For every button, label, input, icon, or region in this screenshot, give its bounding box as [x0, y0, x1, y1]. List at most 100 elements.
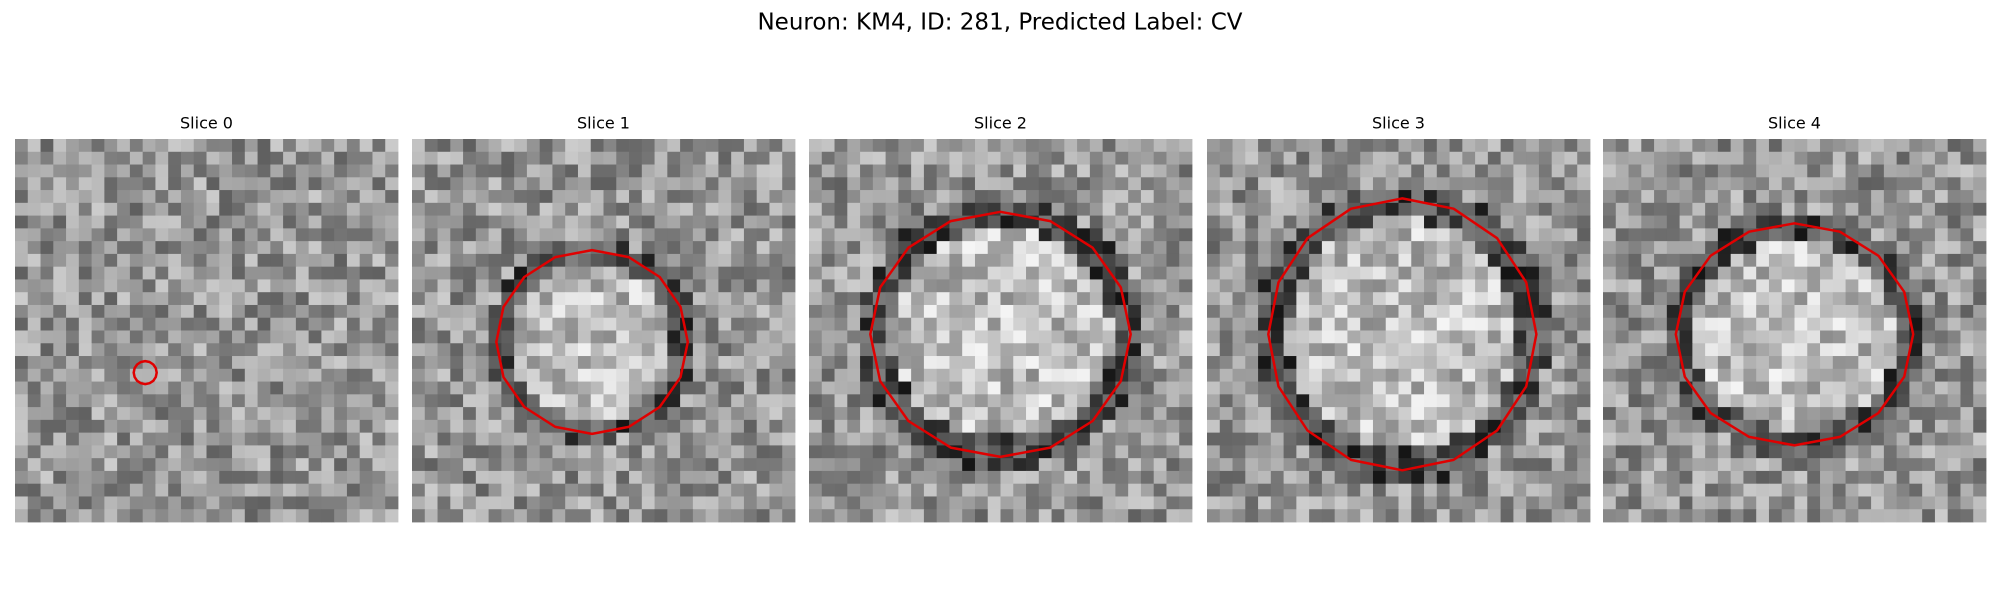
- pixel: [1321, 317, 1336, 331]
- pixel: [1641, 177, 1655, 191]
- pixel: [847, 164, 861, 178]
- pixel: [756, 164, 770, 178]
- pixel: [667, 368, 681, 382]
- pixel: [692, 496, 707, 510]
- pixel: [437, 151, 451, 165]
- pixel: [756, 496, 770, 510]
- pixel: [756, 509, 770, 523]
- pixel: [129, 241, 144, 255]
- pixel: [885, 317, 899, 331]
- pixel: [1551, 356, 1565, 370]
- pixel: [346, 356, 361, 370]
- pixel: [718, 381, 732, 395]
- pixel: [1360, 177, 1374, 191]
- pixel: [667, 228, 681, 242]
- pixel: [1666, 151, 1680, 165]
- pixel: [257, 164, 271, 178]
- pixel: [1551, 317, 1565, 331]
- pixel: [1449, 368, 1463, 382]
- pixel: [756, 343, 770, 357]
- pixel: [1947, 445, 1961, 459]
- pixel: [321, 394, 335, 408]
- pixel: [1500, 190, 1514, 204]
- pixel: [552, 202, 566, 216]
- pixel: [629, 279, 643, 293]
- pixel: [1551, 394, 1565, 408]
- pixel: [1564, 151, 1578, 165]
- pixel: [193, 228, 207, 242]
- pixel: [66, 304, 80, 319]
- pixel: [232, 356, 246, 370]
- pixel: [654, 202, 668, 216]
- pixel: [1743, 407, 1757, 421]
- pixel: [117, 483, 131, 497]
- pixel: [1500, 292, 1514, 306]
- pixel: [629, 381, 643, 395]
- pixel: [1487, 445, 1502, 459]
- pixel: [526, 394, 541, 408]
- pixel: [232, 496, 246, 510]
- pixel: [949, 394, 963, 408]
- pixel: [1140, 470, 1155, 485]
- pixel: [1245, 317, 1259, 331]
- pixel: [731, 330, 745, 344]
- pixel: [590, 381, 604, 395]
- pixel: [641, 343, 655, 357]
- pixel: [1013, 202, 1027, 216]
- pixel: [577, 139, 592, 153]
- pixel: [193, 177, 207, 191]
- pixel: [1398, 509, 1412, 523]
- pixel: [193, 483, 207, 497]
- pixel: [1128, 432, 1142, 446]
- pixel: [206, 177, 220, 191]
- pixel: [15, 432, 29, 446]
- pixel: [1309, 177, 1323, 191]
- pixel: [514, 266, 528, 280]
- pixel: [1922, 190, 1936, 204]
- pixel: [782, 445, 796, 459]
- pixel: [1768, 483, 1783, 497]
- pixel: [1564, 164, 1578, 178]
- pixel: [424, 419, 438, 434]
- pixel: [1845, 381, 1859, 395]
- pixel: [91, 190, 105, 204]
- pixel: [962, 266, 976, 280]
- pixel: [1615, 304, 1629, 319]
- pixel: [1321, 330, 1336, 344]
- pixel: [463, 279, 477, 293]
- pixel: [15, 151, 29, 165]
- pixel: [437, 368, 451, 382]
- pixel: [1026, 279, 1040, 293]
- pixel: [1768, 343, 1783, 357]
- pixel: [1258, 304, 1272, 319]
- pixel: [1692, 139, 1706, 153]
- pixel: [1564, 483, 1578, 497]
- pixel: [450, 304, 464, 319]
- pixel: [885, 432, 899, 446]
- pixel: [1000, 356, 1014, 370]
- pixel: [1372, 407, 1387, 421]
- pixel: [1102, 458, 1116, 472]
- pixel: [1166, 356, 1180, 370]
- pixel: [782, 483, 796, 497]
- pixel: [1385, 343, 1399, 357]
- pixel: [15, 190, 29, 204]
- pixel: [782, 164, 796, 178]
- pixel: [1449, 304, 1463, 319]
- pixel: [1564, 394, 1578, 408]
- pixel: [834, 381, 848, 395]
- pixel: [718, 407, 732, 421]
- pixel: [180, 470, 195, 485]
- pixel: [514, 419, 528, 434]
- pixel: [1538, 394, 1553, 408]
- pixel: [1360, 432, 1374, 446]
- pixel: [1679, 253, 1693, 268]
- pixel: [872, 190, 886, 204]
- pixel: [359, 279, 373, 293]
- pixel: [295, 394, 310, 408]
- pixel: [1245, 432, 1259, 446]
- pixel: [1692, 292, 1706, 306]
- pixel: [1679, 483, 1693, 497]
- pixel: [1372, 381, 1387, 395]
- pixel: [1436, 509, 1450, 523]
